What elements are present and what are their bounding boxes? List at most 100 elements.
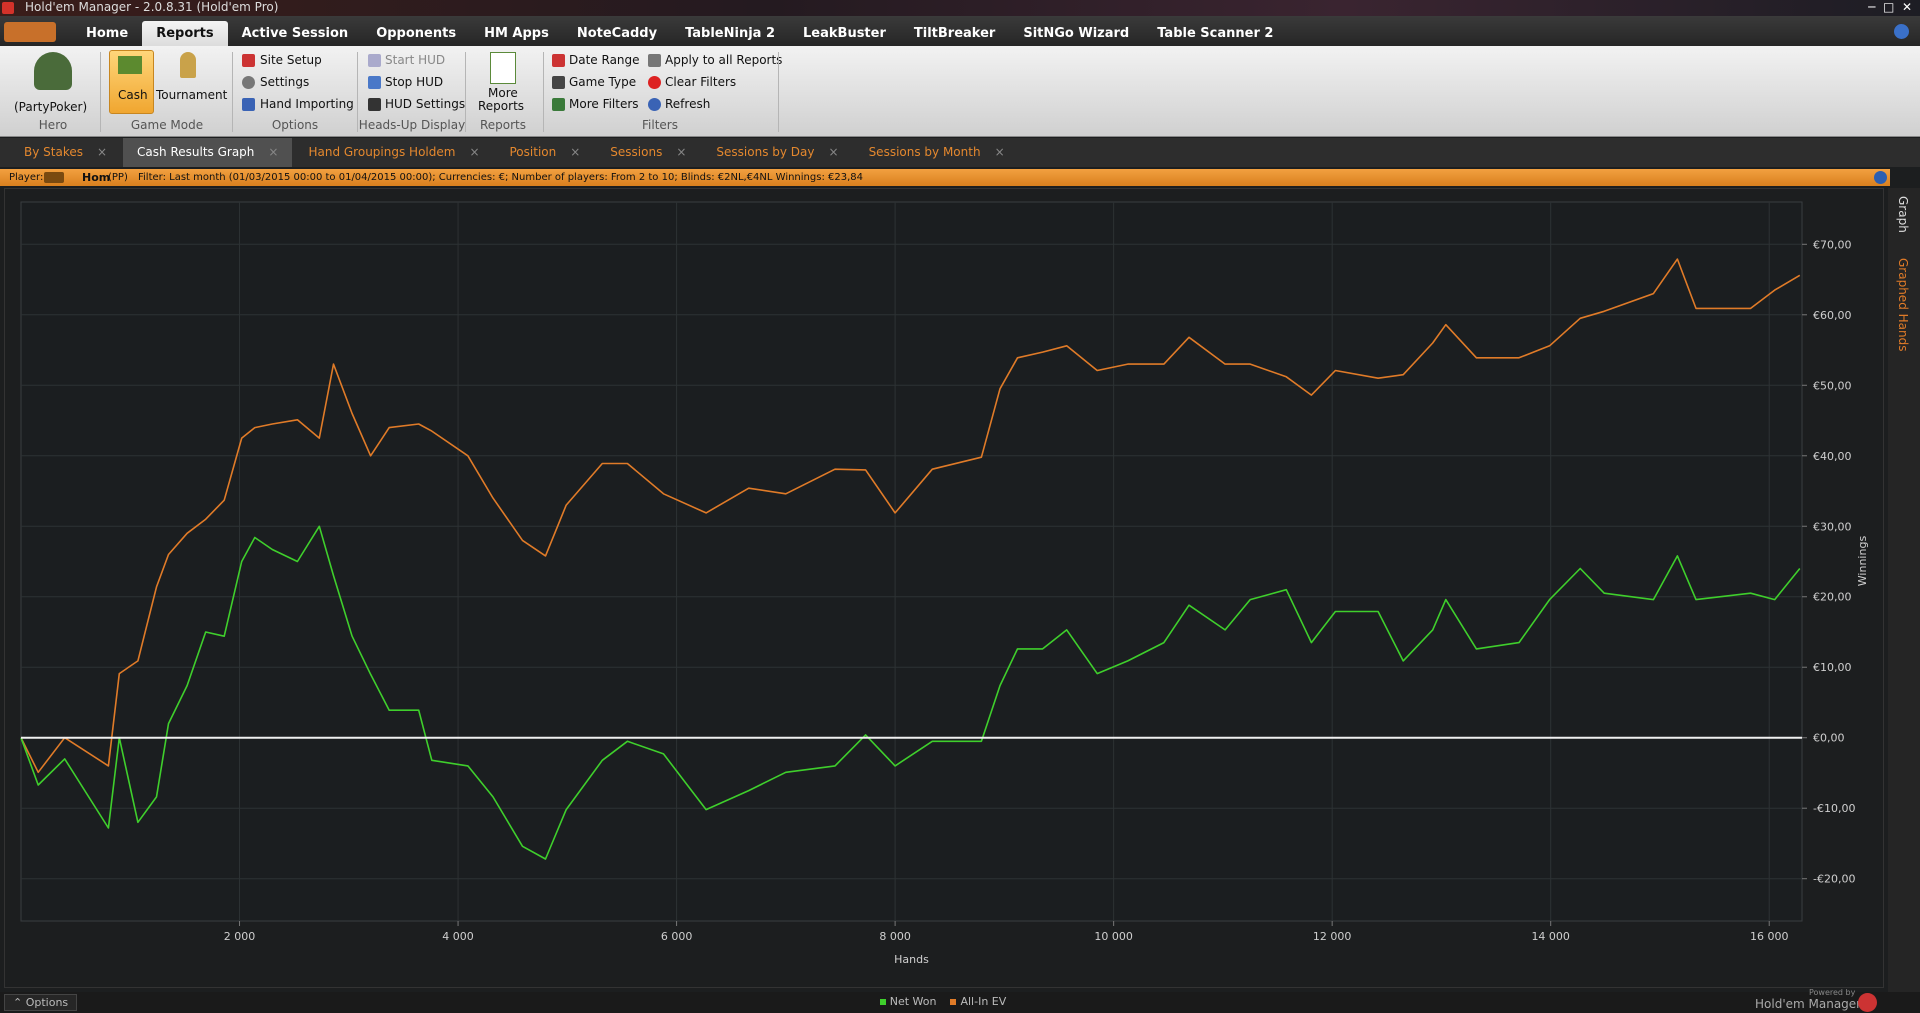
tournament-button[interactable]: Tournament <box>156 88 228 102</box>
legend-item[interactable]: Net Won <box>879 995 936 1008</box>
side-tab[interactable]: Graph <box>1896 196 1910 233</box>
document-tab[interactable]: By Stakes <box>10 138 121 167</box>
chart-frame <box>4 188 1884 988</box>
ribbon-button[interactable]: More Filters <box>569 97 639 111</box>
ribbon-button[interactable]: Game Type <box>569 75 637 89</box>
y-tick-label: €0,00 <box>1813 732 1845 745</box>
brand-logo <box>1858 993 1877 1012</box>
x-tick-label: 2 000 <box>224 930 256 943</box>
y-axis-label: Winnings <box>1856 536 1869 587</box>
y-tick-label: €60,00 <box>1813 309 1852 322</box>
ribbon: (PartyPoker) Hero Cash Tournament Game M… <box>0 46 1920 137</box>
y-tick-label: €10,00 <box>1813 661 1852 674</box>
legend-label: All-In EV <box>960 995 1007 1008</box>
document-tab[interactable]: Hand Groupings Holdem <box>294 138 493 167</box>
cash-button[interactable]: Cash <box>118 88 148 102</box>
icon <box>368 98 381 111</box>
icon <box>368 54 381 67</box>
options-button[interactable]: ⌃ Options <box>4 994 78 1011</box>
legend-swatch <box>950 998 957 1005</box>
group-label: Game Mode <box>130 118 204 132</box>
separator <box>232 52 233 132</box>
group-label: Hero <box>38 118 68 132</box>
document-tab[interactable]: Sessions by Month <box>855 138 1019 167</box>
legend-swatch <box>879 998 886 1005</box>
icon <box>242 76 255 89</box>
cash-icon <box>118 56 142 74</box>
document-tabs: By StakesCash Results GraphHand Grouping… <box>0 138 1920 167</box>
x-tick-label: 8 000 <box>879 930 911 943</box>
icon <box>648 54 661 67</box>
separator <box>465 52 466 132</box>
trophy-icon <box>180 52 196 78</box>
ribbon-button[interactable]: Date Range <box>569 53 640 67</box>
menu-item[interactable]: TableNinja 2 <box>685 26 776 41</box>
x-tick-label: 10 000 <box>1094 930 1133 943</box>
menu-item[interactable]: Reports <box>142 21 228 46</box>
y-tick-label: -€10,00 <box>1813 802 1855 815</box>
group-label: Reports <box>479 118 527 132</box>
menu-item[interactable]: SitNGo Wizard <box>1023 26 1130 41</box>
separator <box>543 52 544 132</box>
document-tab[interactable]: Sessions by Day <box>702 138 852 167</box>
x-tick-label: 12 000 <box>1313 930 1352 943</box>
filter-bar: Player: Hom (PP) Filter: Last month (01/… <box>0 169 1890 186</box>
hero-button[interactable]: (PartyPoker) <box>14 100 88 114</box>
legend-item[interactable]: All-In EV <box>950 995 1006 1008</box>
separator <box>778 52 779 132</box>
player-label: Player: <box>9 172 44 183</box>
menu-item[interactable]: Active Session <box>241 26 349 41</box>
icon <box>552 98 565 111</box>
ribbon-button[interactable]: HUD Settings <box>385 97 466 111</box>
menu-item[interactable]: NoteCaddy <box>576 26 658 41</box>
player-dropdown[interactable] <box>44 172 64 183</box>
help-button[interactable] <box>1894 24 1909 39</box>
ribbon-button[interactable]: Clear Filters <box>665 75 737 89</box>
powered-by: Powered by <box>1809 988 1856 997</box>
icon <box>242 54 255 67</box>
separator <box>100 52 101 132</box>
menu-item[interactable]: Opponents <box>376 26 457 41</box>
ribbon-button[interactable]: Site Setup <box>260 53 322 67</box>
document-tab[interactable]: Sessions <box>596 138 700 167</box>
legend: Net Won All-In EV <box>0 995 1886 1008</box>
ribbon-button[interactable]: Reports <box>478 99 525 113</box>
document-tab[interactable]: Position <box>496 138 595 167</box>
ribbon-button[interactable]: Apply to all Reports <box>665 53 783 67</box>
menu-bar: Home Reports Active Session Opponents HM App… <box>0 16 1920 46</box>
series-line <box>20 525 1801 860</box>
ribbon-button[interactable]: Stop HUD <box>385 75 444 89</box>
chart: -€20,00 -€10,00 €0,00 €10,00 €20,00 €30,00 €40… <box>20 201 1869 966</box>
window-title: Hold'em Manager - 2.0.8.31 (Hold'em Pro) <box>25 0 279 14</box>
menu-item[interactable]: TiltBreaker <box>913 26 996 41</box>
hero-icon <box>34 52 72 90</box>
ribbon-button[interactable]: Settings <box>260 75 310 89</box>
hero-name: Hom <box>82 171 111 184</box>
x-tick-label: 16 000 <box>1750 930 1789 943</box>
document-tab[interactable]: Cash Results Graph <box>123 138 293 167</box>
ribbon-button[interactable]: More <box>488 86 518 100</box>
menu-item[interactable]: LeakBuster <box>803 26 886 41</box>
series-line <box>20 258 1801 774</box>
menu-item[interactable]: HM Apps <box>484 26 549 41</box>
ribbon-button[interactable]: Start HUD <box>385 53 446 67</box>
y-tick-label: -€20,00 <box>1813 873 1855 886</box>
y-tick-label: €40,00 <box>1813 450 1852 463</box>
icon <box>242 98 255 111</box>
ribbon-button[interactable]: Hand Importing <box>260 97 354 111</box>
footer: ⌃ Options Powered by Hold'em Manager Net… <box>0 988 1920 1013</box>
icon <box>648 98 661 111</box>
icon <box>648 76 661 89</box>
app-menu-button[interactable] <box>4 22 56 42</box>
window-controls[interactable]: ─ □ ✕ <box>1868 0 1912 14</box>
help-icon[interactable] <box>1874 171 1887 184</box>
icon <box>552 54 565 67</box>
plot-area <box>20 201 1803 922</box>
menu-item[interactable]: Table Scanner 2 <box>1157 26 1274 41</box>
ribbon-button[interactable]: Refresh <box>665 97 711 111</box>
group-label: Heads-Up Display <box>358 118 466 132</box>
y-tick-label: €50,00 <box>1813 379 1852 392</box>
side-tab[interactable]: Graphed Hands <box>1896 258 1910 352</box>
menu-item[interactable]: Home <box>86 26 129 41</box>
